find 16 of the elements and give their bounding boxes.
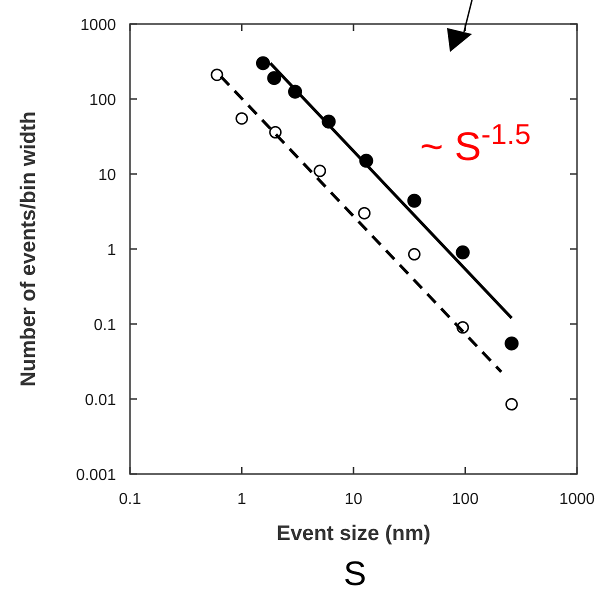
x-tick-label: 0.1 [118, 491, 142, 508]
y-axis-title: Number of events/bin width [17, 111, 40, 387]
x-tick-label: 1000 [559, 491, 595, 508]
x-tick-label: 10 [344, 491, 362, 508]
y-tick-label: 10 [98, 167, 116, 184]
x-axis-title: Event size (nm) [276, 522, 431, 545]
y-tick-label: 0.1 [94, 317, 116, 334]
annotation: ~ S$^{-1.5}$ [420, 119, 531, 169]
y-tick-label: 1 [107, 242, 116, 259]
y-tick-label: 100 [89, 92, 116, 109]
y-tick-label: 0.01 [84, 392, 116, 409]
y-tick-label: 1000 [80, 17, 116, 34]
y-tick-label: 0.001 [76, 467, 116, 484]
x-tick-label: 100 [452, 491, 479, 508]
text: S [344, 555, 366, 592]
x-tick-label: 1 [237, 491, 246, 508]
